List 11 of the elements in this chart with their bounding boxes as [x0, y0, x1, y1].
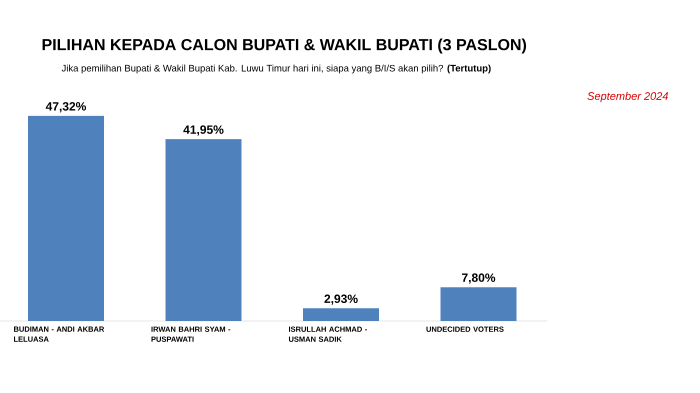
chart-subtitle: Jika pemilihan Bupati & Wakil Bupati Kab. Luwu Timur hari ini, siapa yang B/I/S akan pilih? (Tertutup): [62, 64, 491, 74]
bar: [166, 139, 242, 321]
bar: [303, 308, 380, 321]
data-label: 7,80%: [462, 273, 496, 284]
bar: [28, 116, 104, 321]
text: September 2024: [587, 92, 668, 102]
chart-title: PILIHAN KEPADA CALON BUPATI & WAKIL BUPATI (3 PASLON): [42, 38, 526, 54]
data-label: 2,93%: [324, 294, 358, 305]
data-label: 41,95%: [183, 125, 224, 136]
data-label: 47,32%: [46, 102, 86, 112]
bar: [440, 287, 517, 321]
